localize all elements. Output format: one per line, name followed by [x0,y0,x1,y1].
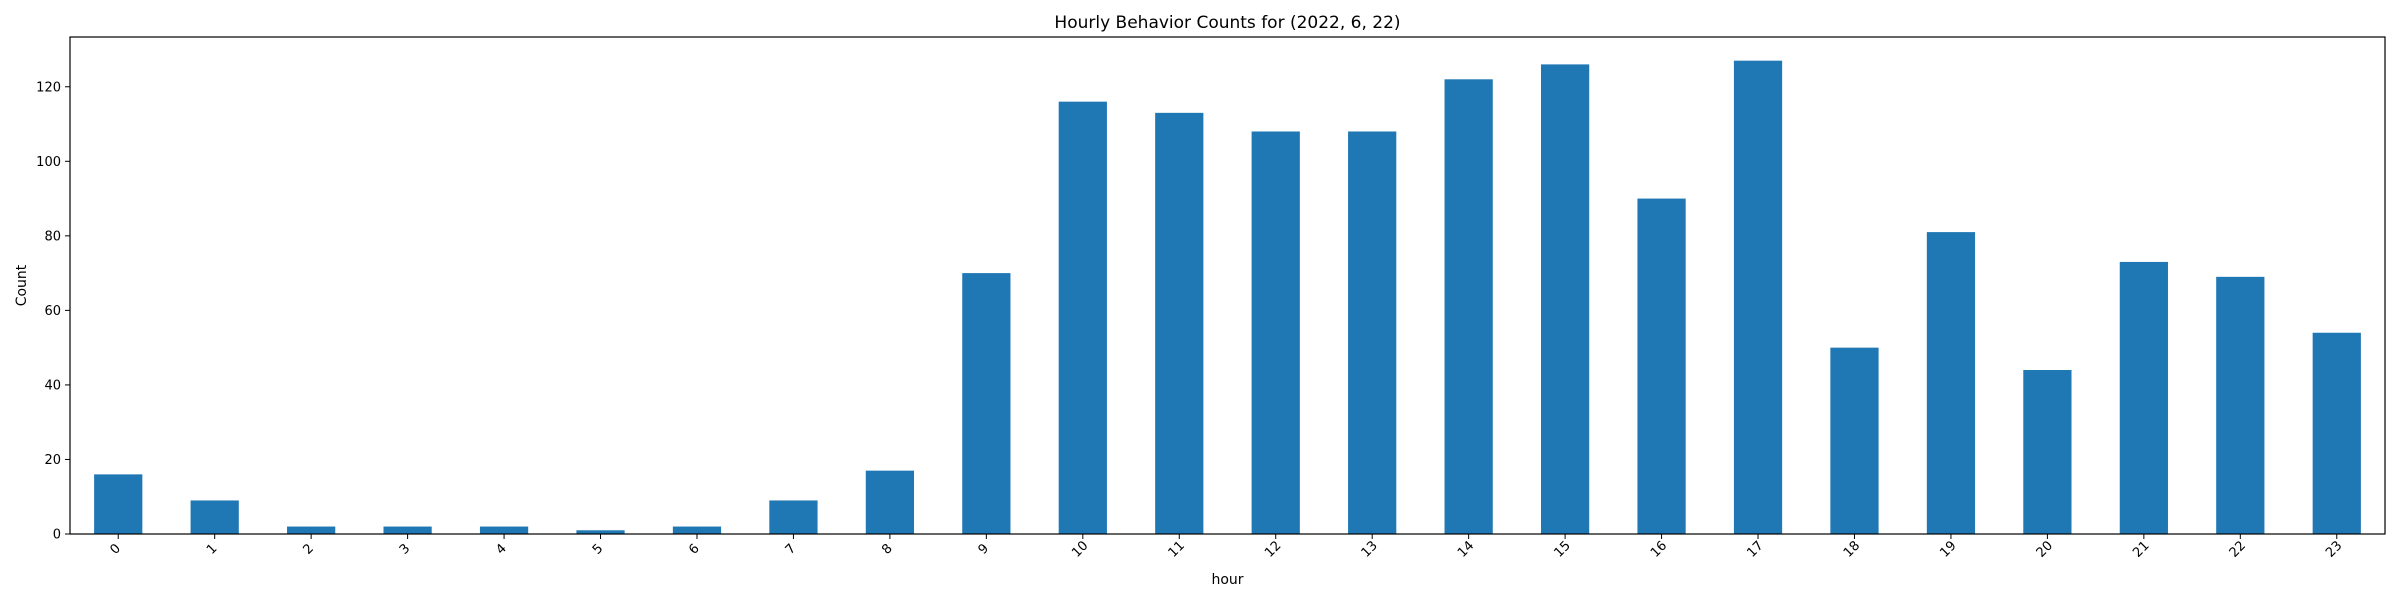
x-tick-label: 4 [493,541,509,557]
x-tick-label: 6 [686,541,702,557]
x-tick-label: 14 [1455,538,1477,560]
bar-hour-12 [1251,131,1300,534]
bar-hour-7 [769,500,818,534]
y-axis-label: Count [14,264,30,306]
y-tick-label: 120 [36,80,61,95]
x-tick-label: 3 [397,541,413,557]
bar-hour-10 [1058,101,1107,535]
chart-title: Hourly Behavior Counts for (2022, 6, 22) [1054,13,1400,33]
y-tick-label: 40 [44,378,61,393]
bar-hour-22 [2216,276,2265,534]
x-tick-label: 5 [590,541,606,557]
x-tick-label: 1 [204,541,220,557]
bar-hour-18 [1830,347,1879,534]
bar-hour-11 [1155,112,1204,534]
bar-hour-15 [1540,64,1590,534]
bar-hour-19 [1926,232,1976,534]
bar-hour-5 [576,530,625,534]
y-tick-label: 80 [44,229,61,244]
bar-hour-1 [190,500,239,534]
bar-hour-21 [2119,261,2168,534]
x-tick-label: 12 [1262,538,1284,560]
bar-hour-14 [1444,79,1493,535]
bar-hour-17 [1733,60,1783,535]
x-tick-label: 22 [2227,538,2249,560]
y-tick-label: 60 [44,304,61,319]
x-tick-label: 10 [1069,538,1091,560]
y-tick-label: 100 [36,155,61,170]
x-tick-label: 23 [2323,538,2345,560]
y-axis-ticks: 0 20 40 60 80 100 120 [36,80,70,543]
x-tick-label: 20 [2034,538,2056,560]
bar-hour-0 [94,474,143,534]
x-tick-label: 11 [1166,538,1188,560]
x-tick-label: 0 [108,541,124,557]
x-axis-label: hour [1211,572,1243,588]
bars-layer [94,60,2361,535]
x-tick-label: 17 [1744,538,1766,560]
x-tick-label: 9 [976,541,992,557]
x-tick-label: 19 [1937,538,1959,560]
bar-hour-20 [2023,370,2072,534]
x-tick-label: 16 [1648,538,1670,560]
plot-frame [69,36,2386,535]
y-tick-label: 0 [53,528,61,543]
bar-hour-8 [865,470,915,534]
bar-hour-4 [479,526,529,534]
y-tick-label: 20 [44,453,61,468]
bar-hour-16 [1637,198,1686,534]
x-axis-ticks: 0 1 2 3 4 5 6 7 8 9 10 11 12 13 14 15 16 17 18 19 20 21 22 23 [108,534,2345,561]
bar-hour-3 [383,526,432,534]
x-tick-label: 2 [300,541,316,557]
bar-hour-13 [1348,131,1397,534]
x-tick-label: 21 [2130,538,2152,560]
bar-hour-6 [672,526,722,534]
bar-hour-23 [2312,332,2361,534]
x-tick-label: 8 [879,541,895,557]
bar-hour-9 [962,273,1011,534]
x-tick-label: 18 [1841,538,1863,560]
x-tick-label: 15 [1551,538,1573,560]
x-tick-label: 13 [1359,538,1381,560]
x-tick-label: 7 [783,541,799,557]
bar-hour-2 [287,526,336,534]
